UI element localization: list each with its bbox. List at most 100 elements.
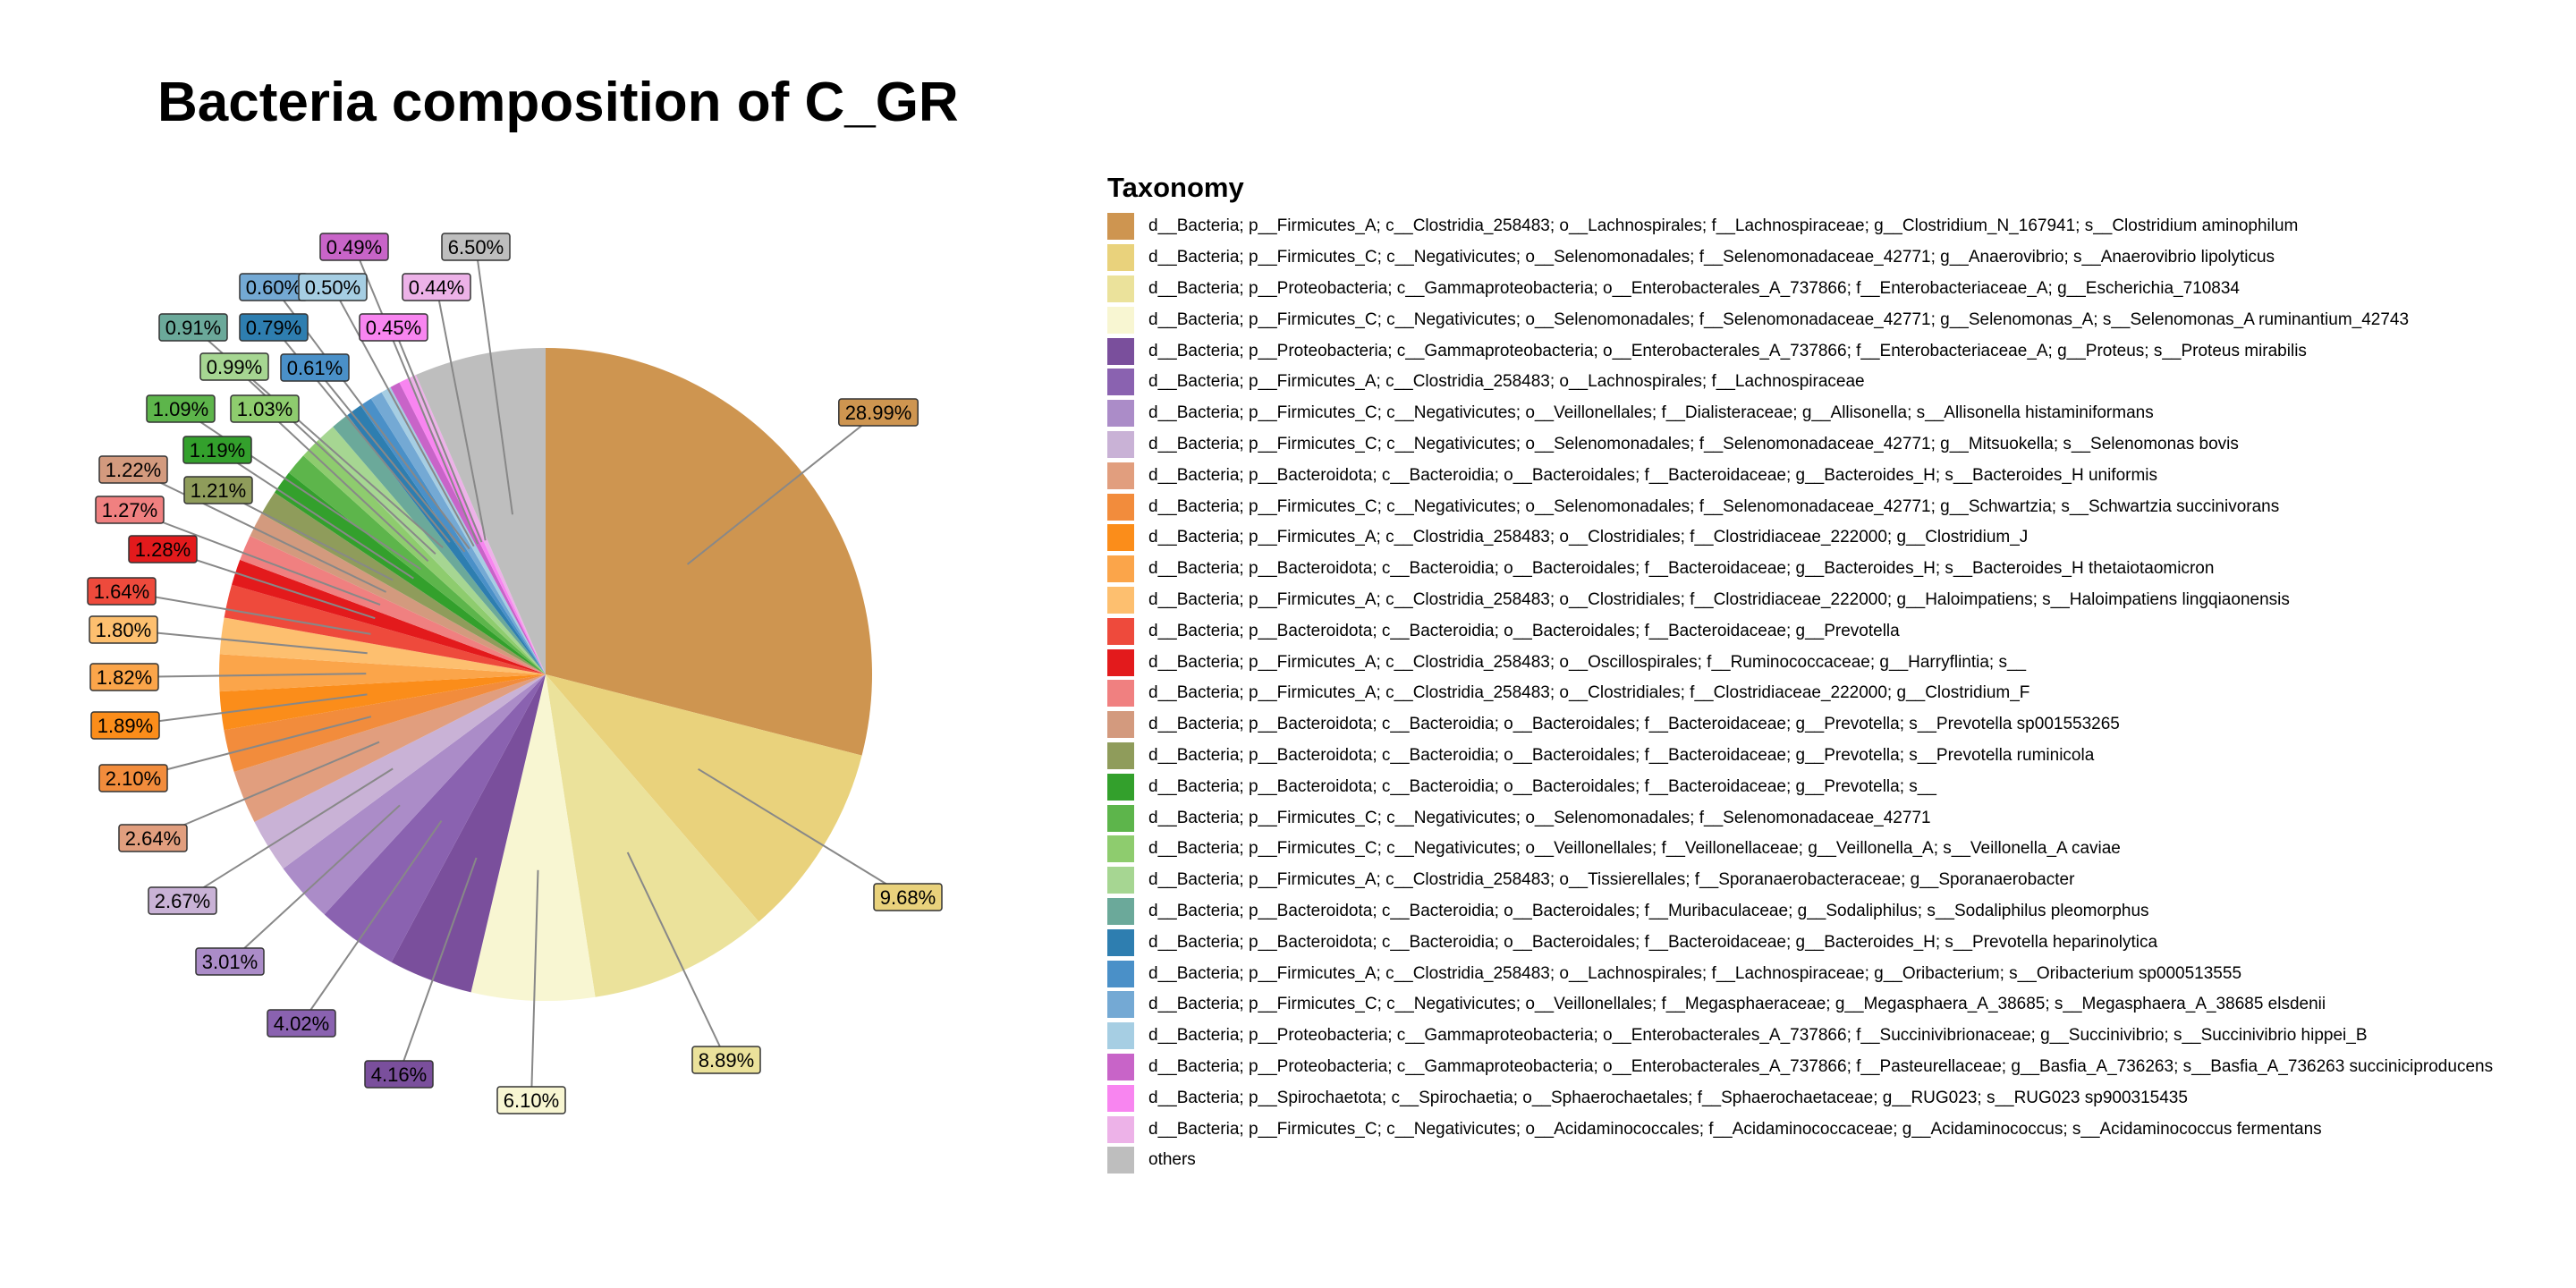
leader-line xyxy=(182,767,394,902)
slice-label: 1.21% xyxy=(183,476,253,504)
slice-labels: 28.99% 9.68% 8.89% 6.10% 4.16% 4.02% 3.01% 2.67… xyxy=(87,233,943,1114)
legend-item: d__Bacteria; p__Firmicutes_A; c__Clostri… xyxy=(1107,958,2574,989)
slice-label-box xyxy=(128,535,198,564)
leader-line xyxy=(216,449,414,580)
slice-label: 0.49% xyxy=(319,233,389,261)
pie-slice xyxy=(254,674,546,869)
pie-slice xyxy=(232,559,546,674)
slice-label-box xyxy=(267,1009,336,1038)
slice-label-box xyxy=(182,436,252,464)
leader-line xyxy=(686,411,879,565)
legend-label: d__Bacteria; p__Firmicutes_C; c__Negativ… xyxy=(1148,839,2121,859)
leader-line xyxy=(123,629,368,655)
legend-item: d__Bacteria; p__Firmicutes_A; c__Clostri… xyxy=(1107,647,2574,678)
slice-label-text: 1.19% xyxy=(190,439,245,462)
legend-item: d__Bacteria; p__Bacteroidota; c__Bactero… xyxy=(1107,460,2574,491)
legend-swatch xyxy=(1107,1115,1134,1143)
slice-label-box xyxy=(359,313,428,342)
slice-label: 1.22% xyxy=(98,455,168,484)
legend-label: d__Bacteria; p__Firmicutes_A; c__Clostri… xyxy=(1148,216,2299,236)
pie-slice xyxy=(283,674,546,915)
legend-item: d__Bacteria; p__Firmicutes_C; c__Negativ… xyxy=(1107,398,2574,429)
leader-line xyxy=(129,509,381,606)
leader-line xyxy=(353,246,479,545)
legend-swatch xyxy=(1107,867,1134,894)
legend-swatch xyxy=(1107,524,1134,552)
legend-item: d__Bacteria; p__Firmicutes_C; c__Negativ… xyxy=(1107,1114,2574,1145)
slice-label-box xyxy=(873,883,943,911)
pie-slice xyxy=(224,584,546,674)
slice-label-text: 0.49% xyxy=(326,236,382,258)
legend-item: d__Bacteria; p__Spirochaetota; c__Spiroc… xyxy=(1107,1082,2574,1114)
legend-item: d__Bacteria; p__Proteobacteria; c__Gamma… xyxy=(1107,274,2574,305)
legend-label: d__Bacteria; p__Proteobacteria; c__Gamma… xyxy=(1148,1056,2494,1076)
legend-label: d__Bacteria; p__Proteobacteria; c__Gamma… xyxy=(1148,341,2307,360)
slice-label-text: 0.99% xyxy=(207,356,262,378)
slice-label-text: 9.68% xyxy=(880,886,936,909)
legend-swatch xyxy=(1107,430,1134,458)
slice-label-box xyxy=(402,273,471,301)
legend-swatch xyxy=(1107,991,1134,1019)
legend-label: d__Bacteria; p__Firmicutes_C; c__Negativ… xyxy=(1148,248,2275,267)
slice-label: 0.61% xyxy=(280,353,350,382)
pie-slice xyxy=(324,674,546,962)
label-leader-lines xyxy=(121,246,909,1101)
legend-swatch xyxy=(1107,835,1134,863)
slice-label: 0.45% xyxy=(359,313,428,342)
legend-swatch xyxy=(1107,493,1134,521)
legend-item: d__Bacteria; p__Firmicutes_A; c__Clostri… xyxy=(1107,211,2574,242)
legend-swatch xyxy=(1107,773,1134,801)
pie-slice xyxy=(470,674,596,1001)
legend-label: d__Bacteria; p__Firmicutes_C; c__Negativ… xyxy=(1148,808,1931,827)
slice-label-text: 1.64% xyxy=(94,580,149,603)
slice-label: 0.91% xyxy=(158,313,228,342)
slice-label-text: 0.60% xyxy=(246,276,301,299)
slice-label: 8.89% xyxy=(691,1046,761,1074)
leader-line xyxy=(264,408,429,563)
legend-item: d__Bacteria; p__Firmicutes_A; c__Clostri… xyxy=(1107,585,2574,616)
legend-swatch xyxy=(1107,213,1134,241)
legend-label: d__Bacteria; p__Firmicutes_A; c__Clostri… xyxy=(1148,652,2027,672)
legend-label: d__Bacteria; p__Bacteroidota; c__Bactero… xyxy=(1148,465,2158,485)
slice-label-text: 1.09% xyxy=(153,398,208,420)
slice-label-text: 28.99% xyxy=(845,402,912,424)
slice-label: 1.28% xyxy=(128,535,198,564)
slice-label: 9.68% xyxy=(873,883,943,911)
legend-swatch xyxy=(1107,897,1134,925)
pie-slice xyxy=(240,536,546,674)
leader-line xyxy=(530,869,539,1101)
pie-slice xyxy=(261,492,546,674)
pie-slice xyxy=(219,674,546,731)
legend-swatch xyxy=(1107,275,1134,302)
legend-item: d__Bacteria; p__Proteobacteria; c__Gamma… xyxy=(1107,335,2574,367)
slice-label-box xyxy=(89,615,158,644)
legend-items: d__Bacteria; p__Firmicutes_A; c__Clostri… xyxy=(1107,211,2574,1176)
legend-label: d__Bacteria; p__Bacteroidota; c__Bactero… xyxy=(1148,745,2095,765)
legend-swatch xyxy=(1107,555,1134,583)
legend-swatch xyxy=(1107,586,1134,614)
pie-slice xyxy=(390,382,546,674)
leader-line xyxy=(436,286,487,541)
slice-label-text: 6.50% xyxy=(448,236,504,258)
legend-item: d__Bacteria; p__Firmicutes_A; c__Clostri… xyxy=(1107,522,2574,554)
legend-swatch xyxy=(1107,680,1134,708)
leader-line xyxy=(332,286,475,547)
slice-label-text: 1.80% xyxy=(96,619,151,641)
legend-swatch xyxy=(1107,1022,1134,1050)
slice-label-box xyxy=(298,273,368,301)
slice-label: 0.99% xyxy=(199,352,269,381)
legend-label: d__Bacteria; p__Firmicutes_C; c__Negativ… xyxy=(1148,309,2410,329)
pie-slice xyxy=(416,348,546,674)
slice-label: 0.79% xyxy=(239,313,309,342)
leader-line xyxy=(698,767,909,898)
slice-label: 1.27% xyxy=(95,496,165,524)
slice-label: 6.10% xyxy=(496,1086,566,1114)
slice-label-box xyxy=(98,764,168,792)
legend-item: d__Bacteria; p__Bacteroidota; c__Bactero… xyxy=(1107,615,2574,647)
legend-swatch xyxy=(1107,1084,1134,1112)
legend-item: d__Bacteria; p__Bacteroidota; c__Bactero… xyxy=(1107,771,2574,802)
slice-label-box xyxy=(441,233,511,261)
leader-line xyxy=(121,590,371,635)
slice-label: 0.44% xyxy=(402,273,471,301)
legend-label: d__Bacteria; p__Spirochaetota; c__Spiroc… xyxy=(1148,1088,2188,1107)
